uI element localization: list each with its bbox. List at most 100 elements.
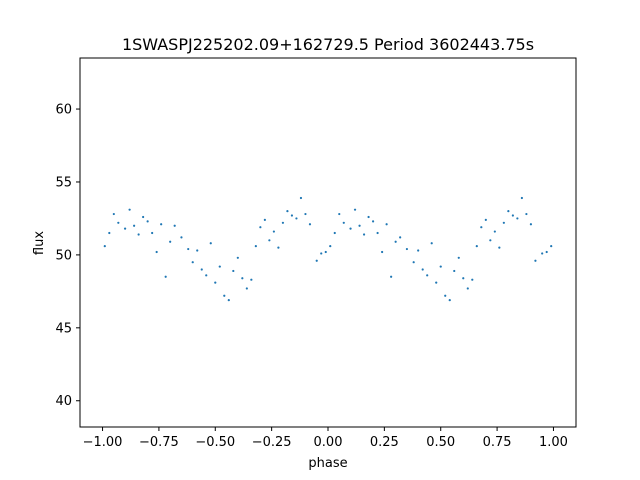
data-point — [462, 277, 465, 280]
x-tick-label: −0.50 — [195, 435, 235, 450]
data-point — [187, 247, 190, 251]
data-point — [250, 278, 253, 281]
data-point — [430, 242, 433, 245]
data-point — [299, 196, 303, 200]
data-point — [417, 249, 420, 252]
data-point — [191, 261, 194, 264]
y-axis-label: flux — [32, 231, 47, 255]
data-point — [480, 226, 483, 229]
data-point — [315, 259, 318, 262]
data-point — [390, 275, 393, 278]
data-point — [349, 227, 352, 230]
data-point — [338, 212, 341, 216]
data-point — [545, 250, 548, 254]
data-point — [245, 287, 248, 290]
data-point — [324, 250, 327, 254]
data-point — [412, 261, 415, 264]
data-point — [426, 274, 429, 277]
data-point — [200, 268, 203, 271]
data-point — [471, 278, 474, 281]
data-point — [498, 246, 501, 249]
data-point — [353, 208, 357, 211]
data-point — [511, 214, 514, 217]
data-point — [550, 245, 553, 248]
data-point — [232, 269, 235, 273]
data-point — [160, 223, 163, 226]
data-point — [108, 231, 111, 235]
data-point — [295, 217, 298, 220]
data-point — [173, 224, 176, 227]
data-point — [362, 233, 366, 236]
plot-frame — [79, 57, 577, 428]
data-point — [448, 299, 451, 302]
data-point — [457, 256, 460, 259]
data-point — [541, 252, 544, 255]
data-point — [376, 231, 379, 235]
data-point — [444, 294, 447, 297]
data-point — [308, 223, 312, 226]
data-point — [268, 239, 271, 242]
data-point — [333, 231, 336, 235]
data-point — [421, 268, 424, 271]
x-axis-ticks: −1.00 −0.75 −0.50 −0.25 0.00 0.25 0.50 0.75 1.00 — [83, 427, 568, 450]
data-point — [385, 223, 388, 226]
data-point — [218, 265, 221, 268]
data-point — [394, 240, 397, 243]
y-axis-ticks: 40 45 50 55 60 — [55, 103, 80, 409]
data-point — [534, 259, 537, 262]
y-tick-label: 45 — [55, 321, 72, 336]
data-point — [151, 231, 154, 235]
y-tick-label: 60 — [55, 103, 72, 118]
data-point — [507, 210, 510, 213]
data-point — [516, 217, 519, 220]
x-tick-label: 0.00 — [314, 435, 343, 450]
data-point — [286, 210, 289, 213]
data-point — [155, 250, 158, 254]
data-point — [435, 281, 438, 284]
data-point — [272, 230, 275, 233]
data-point — [146, 220, 149, 223]
data-point — [277, 246, 280, 249]
data-point — [112, 212, 115, 216]
data-point — [133, 224, 136, 227]
data-point — [281, 221, 285, 224]
data-point — [358, 224, 361, 227]
data-points — [103, 196, 553, 302]
y-tick-label: 50 — [55, 248, 72, 263]
chart-title: 1SWASPJ225202.09+162729.5 Period 3602443… — [122, 35, 534, 54]
y-tick-label: 55 — [55, 175, 72, 190]
data-point — [367, 215, 370, 219]
data-point — [439, 265, 442, 268]
data-point — [290, 214, 294, 217]
data-point — [520, 196, 523, 200]
data-point — [142, 215, 145, 219]
data-point — [117, 221, 120, 224]
data-point — [304, 212, 307, 216]
data-point — [466, 287, 469, 290]
data-point — [254, 245, 257, 248]
data-point — [227, 299, 230, 302]
x-tick-label: −1.00 — [83, 435, 123, 450]
data-point — [329, 245, 332, 248]
data-point — [169, 240, 172, 243]
x-tick-label: 0.50 — [426, 435, 455, 450]
data-point — [196, 249, 199, 252]
data-point — [342, 221, 345, 224]
data-point — [320, 252, 323, 255]
data-point — [103, 245, 106, 248]
data-point — [123, 227, 127, 230]
data-point — [493, 230, 496, 233]
data-point — [529, 223, 533, 226]
data-point — [137, 233, 140, 236]
x-tick-label: −0.25 — [252, 435, 292, 450]
x-tick-label: 0.75 — [483, 435, 512, 450]
data-point — [381, 250, 384, 254]
data-point — [223, 294, 226, 297]
x-tick-label: 1.00 — [539, 435, 568, 450]
data-point — [453, 269, 456, 273]
x-tick-label: −0.75 — [139, 435, 179, 450]
data-point — [525, 212, 528, 216]
data-point — [399, 236, 402, 239]
data-point — [502, 221, 505, 224]
